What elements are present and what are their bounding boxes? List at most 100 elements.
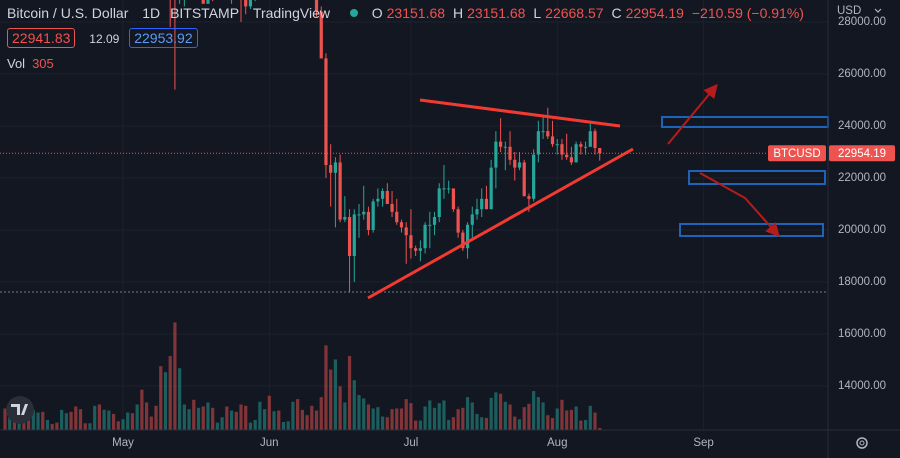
y-tick-label: 14000.00 (838, 380, 886, 392)
y-tick-label: 26000.00 (838, 68, 886, 80)
volume-bar (135, 404, 139, 430)
volume-bar (414, 420, 418, 430)
volume-bar (574, 406, 578, 430)
volume-bar (215, 422, 219, 430)
x-tick-label: Jul (404, 437, 419, 449)
candle-body (428, 224, 432, 226)
volume-bar (513, 416, 517, 430)
volume-bar (555, 408, 559, 430)
volume-bar (8, 412, 12, 430)
candle-body (560, 144, 564, 155)
volume-bar (546, 415, 550, 430)
volume-bar (36, 412, 40, 430)
trend-line (419, 98, 621, 128)
volume-bar (536, 397, 540, 430)
volume-bar (234, 411, 238, 430)
volume-bar (248, 422, 253, 430)
volume-bar (130, 413, 135, 430)
candle-body (550, 136, 555, 145)
volume-bar (286, 421, 290, 430)
ask[interactable]: 22953.92 (129, 28, 198, 48)
candle-body (414, 248, 418, 251)
candle-body (546, 131, 550, 137)
grid (0, 0, 828, 430)
volume-bar (305, 415, 309, 430)
drawings (0, 83, 829, 300)
volume-bar (97, 404, 101, 430)
candle-body (465, 224, 470, 249)
candle-body (494, 141, 498, 168)
candle-body (489, 167, 493, 210)
candle-body (569, 157, 573, 163)
candle-body (583, 146, 588, 148)
candle-body (338, 162, 342, 220)
volume-bar (598, 427, 602, 430)
candle-body (442, 188, 446, 190)
candle-body (475, 209, 479, 215)
open-label: O (371, 5, 383, 21)
volume-bar (333, 359, 337, 430)
candle-body (248, 0, 253, 7)
volume-bar (220, 417, 224, 430)
candle-body (432, 217, 437, 225)
header-row: Bitcoin / U.S. Dollar 1D BITSTAMP Tradin… (7, 5, 804, 21)
volume-bar (267, 395, 271, 430)
volume-bar (229, 410, 234, 430)
tv-logo (6, 396, 34, 424)
candle-body (451, 188, 455, 210)
volume-bar (159, 366, 163, 430)
candle-body (437, 188, 441, 218)
volume-bar (168, 356, 172, 430)
candle-body (390, 204, 394, 212)
volume-bar (399, 408, 404, 430)
volume-bar (470, 402, 474, 430)
volume-bar (41, 411, 45, 430)
volume-bar (362, 398, 366, 430)
arrow (699, 172, 780, 238)
volume-bar (225, 406, 229, 430)
volume-bar (3, 408, 7, 430)
y-tick-label: 16000.00 (838, 328, 886, 340)
volume-bar (517, 419, 522, 430)
candle-body (324, 58, 328, 166)
currency-caret (874, 8, 882, 13)
volume-bar (461, 407, 465, 430)
volume-bar (465, 397, 470, 430)
x-tick-label: May (112, 437, 134, 449)
volume-bar (277, 410, 281, 430)
volume-bar (116, 421, 120, 430)
volume-bar (93, 405, 97, 430)
candle-body (343, 217, 347, 220)
volume-bar (74, 406, 78, 430)
volume-bar (550, 417, 555, 430)
low-label: L (533, 5, 542, 21)
price-tag (829, 145, 895, 162)
volume-bar (499, 393, 503, 430)
volume-bar (352, 380, 356, 430)
volume-bar (17, 421, 21, 430)
volume-bar (319, 397, 323, 430)
volume-bar (102, 409, 106, 430)
volume-bar (376, 407, 380, 430)
volume-bar (357, 395, 361, 430)
volume-bar (182, 404, 186, 430)
candle-body (206, 0, 210, 4)
volume-bar (83, 423, 87, 430)
candle-body (517, 162, 522, 168)
volume-bar (187, 409, 191, 430)
spread: 12.09 (89, 32, 120, 46)
candle-body (541, 131, 545, 133)
volume-bar (593, 412, 597, 430)
volume-bar (442, 400, 446, 430)
volume-bar (78, 409, 83, 430)
volume-bar (310, 405, 314, 430)
volume-bar (211, 407, 215, 430)
close-label: C (611, 5, 622, 21)
volume-bar (206, 402, 210, 430)
volume-bar (31, 409, 35, 430)
volume-bar (201, 406, 205, 430)
settings-icon[interactable] (856, 437, 868, 449)
candle-body (347, 217, 352, 257)
bid[interactable]: 22941.83 (7, 28, 76, 48)
